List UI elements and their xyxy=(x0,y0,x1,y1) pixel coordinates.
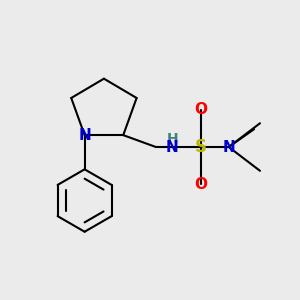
Text: N: N xyxy=(166,140,179,154)
Text: H: H xyxy=(167,132,178,146)
Text: N: N xyxy=(78,128,91,142)
Text: O: O xyxy=(194,102,207,117)
Text: S: S xyxy=(194,138,206,156)
Text: N: N xyxy=(222,140,235,154)
Text: O: O xyxy=(194,177,207,192)
